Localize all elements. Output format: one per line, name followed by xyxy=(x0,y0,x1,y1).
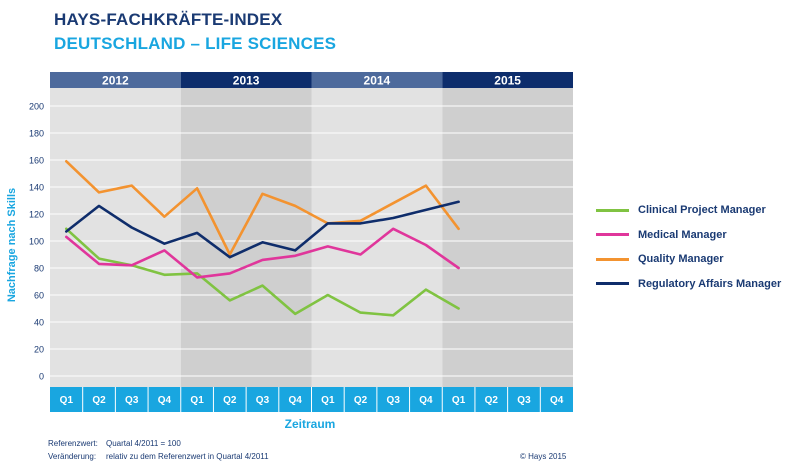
x-tick-label: Q4 xyxy=(419,395,433,406)
legend-item-quality: Quality Manager xyxy=(596,247,781,272)
y-tick-label: 120 xyxy=(29,210,44,220)
year-band-2012 xyxy=(50,88,181,387)
legend: Clinical Project Manager Medical Manager… xyxy=(596,198,781,296)
y-tick-label: 140 xyxy=(29,183,44,193)
footnote-reference: Referenzwert: Quartal 4/2011 = 100 xyxy=(48,439,181,448)
year-band-2015 xyxy=(442,88,573,387)
year-band-2014 xyxy=(311,88,443,387)
gridlines xyxy=(50,105,573,377)
year-header-2015 xyxy=(442,72,573,88)
x-tick-label: Q2 xyxy=(223,395,237,406)
legend-swatch xyxy=(596,208,629,212)
chart-title: HAYS-FACHKRÄFTE-INDEX xyxy=(54,10,283,29)
x-tick-label: Q2 xyxy=(485,395,499,406)
legend-item-medical: Medical Manager xyxy=(596,223,781,248)
legend-item-clinical: Clinical Project Manager xyxy=(596,198,781,223)
year-label-2012: 2012 xyxy=(102,74,129,88)
series-line-quality-manager xyxy=(65,160,460,256)
y-tick-label: 20 xyxy=(34,345,44,355)
y-tick-label: 180 xyxy=(29,129,44,139)
y-tick-label: 160 xyxy=(29,156,44,166)
legend-label: Clinical Project Manager xyxy=(638,204,766,217)
legend-swatch xyxy=(596,233,629,237)
footnote-ref-value: Quartal 4/2011 = 100 xyxy=(106,439,181,448)
y-tick-label: 200 xyxy=(29,102,44,112)
x-tick-label: Q1 xyxy=(190,395,204,406)
year-label-2013: 2013 xyxy=(233,74,260,88)
x-tick-label: Q3 xyxy=(125,395,139,406)
x-tick-label: Q1 xyxy=(321,395,335,406)
series-line-regulatory-affairs-manager xyxy=(65,200,460,259)
x-tick-label: Q1 xyxy=(452,395,466,406)
legend-swatch xyxy=(596,282,629,286)
x-tick-label: Q3 xyxy=(387,395,401,406)
year-background-bands xyxy=(50,88,573,387)
year-header-2013 xyxy=(180,72,312,88)
legend-swatch xyxy=(596,257,629,261)
y-tick-label: 40 xyxy=(34,318,44,328)
series-lines xyxy=(65,160,460,317)
year-label-2014: 2014 xyxy=(364,74,391,88)
y-tick-label: 60 xyxy=(34,291,44,301)
y-axis-label: Nachfrage nach Skills xyxy=(6,188,18,302)
year-label-2015: 2015 xyxy=(494,74,521,88)
y-tick-label: 0 xyxy=(39,372,44,382)
x-tick-label: Q1 xyxy=(60,395,74,406)
x-tick-label: Q2 xyxy=(92,395,106,406)
footnote-change-label: Veränderung: xyxy=(48,452,97,461)
x-tick-label: Q4 xyxy=(288,395,302,406)
x-axis-label: Zeitraum xyxy=(285,417,336,431)
x-tick-label: Q2 xyxy=(354,395,368,406)
x-tick-label: Q4 xyxy=(158,395,172,406)
legend-label: Regulatory Affairs Manager xyxy=(638,277,782,290)
year-header-2012 xyxy=(50,72,181,88)
x-tick-label: Q3 xyxy=(517,395,531,406)
y-tick-label: 100 xyxy=(29,237,44,247)
year-header-2014 xyxy=(311,72,443,88)
legend-item-regulatory: Regulatory Affairs Manager xyxy=(596,272,781,297)
x-tick-label: Q3 xyxy=(256,395,270,406)
legend-label: Medical Manager xyxy=(638,228,727,241)
x-axis-bar: Q1 Q2 Q3 Q4 Q1 Q2 Q3 Q4 Q1 Q2 Q3 Q4 Q1 Q2 Q3 Q4 xyxy=(50,387,573,412)
chart-subtitle: DEUTSCHLAND – LIFE SCIENCES xyxy=(54,34,337,53)
copyright: © Hays 2015 xyxy=(520,452,567,461)
x-tick-label: Q4 xyxy=(550,395,564,406)
legend-label: Quality Manager xyxy=(638,253,724,266)
y-axis-ticks: 0 20 40 60 80 100 120 140 160 180 200 xyxy=(29,102,44,382)
year-header-bar: 2012 2013 2014 2015 xyxy=(50,72,573,88)
series-line-medical-manager xyxy=(65,227,460,279)
y-tick-label: 80 xyxy=(34,264,44,274)
footnote-change-value: relativ zu dem Referenzwert in Quartal 4… xyxy=(106,452,269,461)
footnote-change: Veränderung: relativ zu dem Referenzwert … xyxy=(48,452,269,461)
footnote-ref-label: Referenzwert: xyxy=(48,439,98,448)
